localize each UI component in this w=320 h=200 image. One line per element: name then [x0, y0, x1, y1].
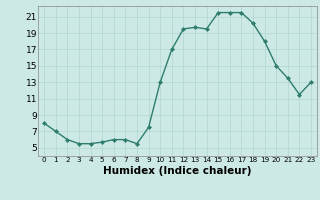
X-axis label: Humidex (Indice chaleur): Humidex (Indice chaleur): [103, 166, 252, 176]
